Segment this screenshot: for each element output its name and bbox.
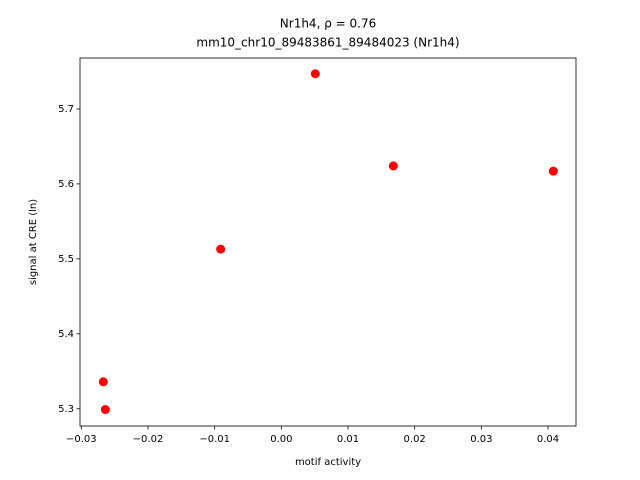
point bbox=[216, 244, 226, 254]
x-tick-label: 0.04 bbox=[537, 434, 559, 445]
x-tick-label: 0.01 bbox=[337, 434, 359, 445]
point bbox=[548, 166, 558, 176]
x-tick-label: −0.02 bbox=[133, 434, 164, 445]
y-tick-label: 5.4 bbox=[58, 329, 74, 340]
x-tick-label: 0.00 bbox=[270, 434, 292, 445]
chart-title: Nr1h4, ρ = 0.76 bbox=[280, 17, 376, 31]
point bbox=[388, 161, 398, 171]
point bbox=[98, 377, 108, 387]
x-tick-label: 0.02 bbox=[404, 434, 426, 445]
x-axis-label: motif activity bbox=[295, 457, 361, 468]
y-tick-label: 5.6 bbox=[58, 179, 74, 190]
x-tick-label: 0.03 bbox=[470, 434, 492, 445]
chart-subtitle: mm10_chr10_89483861_89484023 (Nr1h4) bbox=[196, 36, 459, 50]
y-tick-label: 5.3 bbox=[58, 404, 74, 415]
y-axis-label: signal at CRE (ln) bbox=[28, 199, 39, 285]
point bbox=[100, 405, 110, 415]
x-tick-label: −0.03 bbox=[66, 434, 97, 445]
x-tick-label: −0.01 bbox=[199, 434, 230, 445]
point bbox=[310, 69, 320, 79]
plot-frame bbox=[79, 57, 577, 427]
y-tick-label: 5.7 bbox=[58, 104, 74, 115]
y-tick-label: 5.5 bbox=[58, 254, 74, 265]
